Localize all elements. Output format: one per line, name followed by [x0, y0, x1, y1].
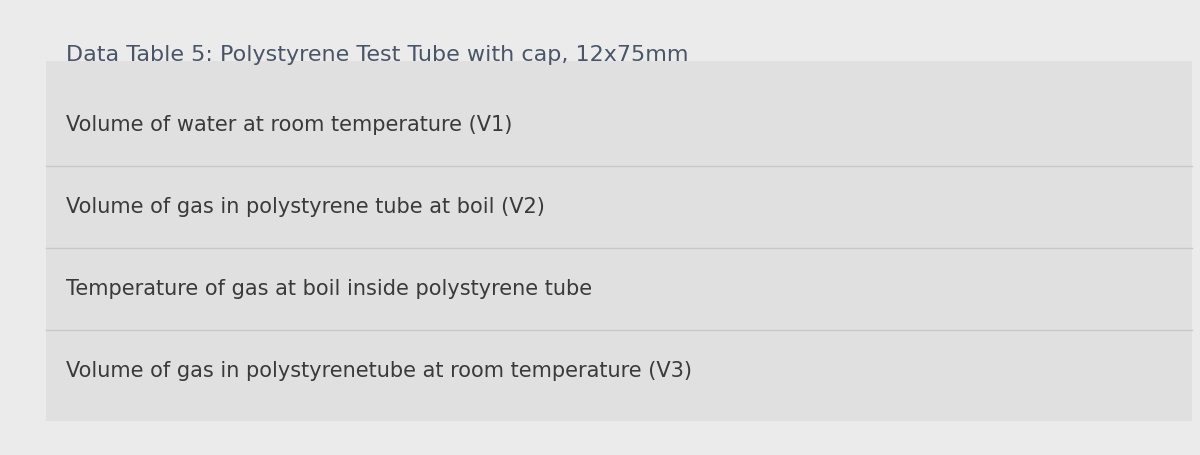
Text: Volume of water at room temperature (V1): Volume of water at room temperature (V1)	[66, 115, 512, 135]
Text: Temperature of gas at boil inside polystyrene tube: Temperature of gas at boil inside polyst…	[66, 279, 592, 299]
Text: Volume of gas in polystyrenetube at room temperature (V3): Volume of gas in polystyrenetube at room…	[66, 361, 692, 381]
Text: Volume of gas in polystyrene tube at boil (V2): Volume of gas in polystyrene tube at boi…	[66, 197, 545, 217]
Text: Data Table 5: Polystyrene Test Tube with cap, 12x75mm: Data Table 5: Polystyrene Test Tube with…	[66, 45, 689, 65]
Bar	[46, 61, 1192, 421]
